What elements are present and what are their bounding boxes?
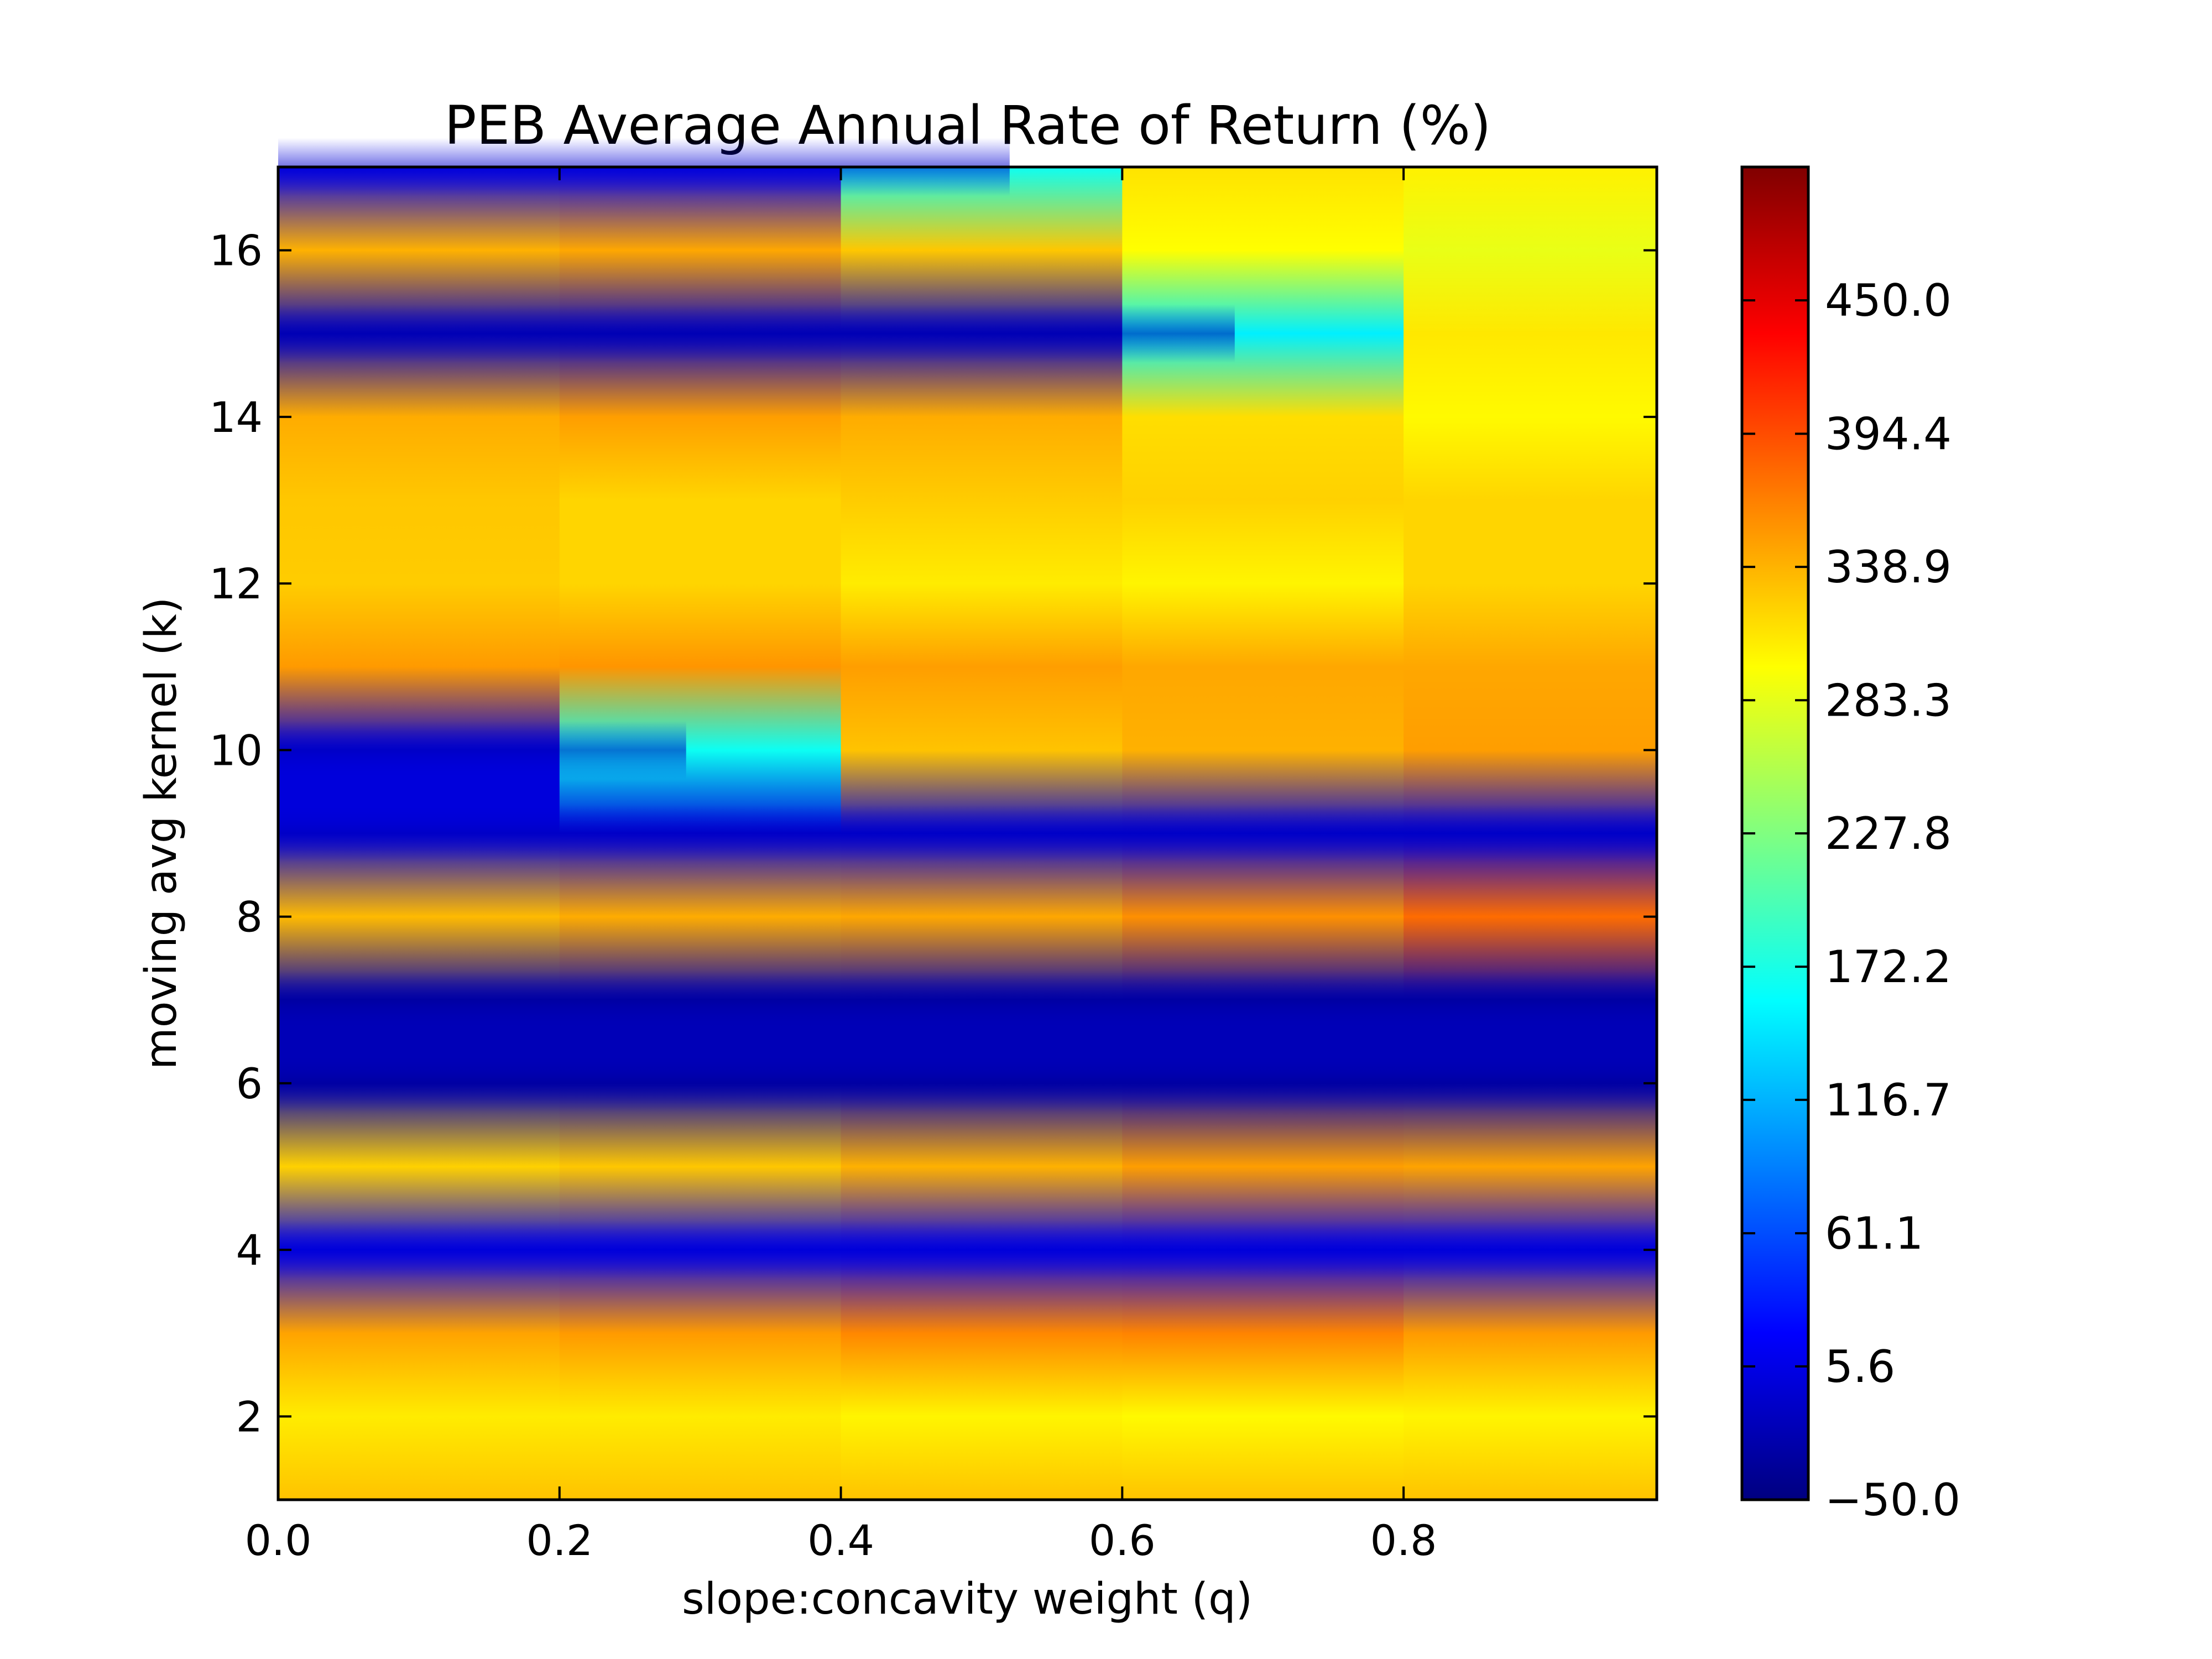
y-tick-label: 6: [236, 1059, 263, 1108]
y-axis: 2 4 6 8 10 12 14 16: [209, 226, 1657, 1441]
x-tick-label: 0.2: [526, 1516, 593, 1565]
x-tick-label: 0.6: [1089, 1516, 1156, 1565]
colorbar-tick-label: 450.0: [1825, 275, 1952, 326]
y-tick-label: 12: [209, 559, 263, 608]
heatmap-band: [278, 1220, 1657, 1279]
y-tick-label: 10: [209, 726, 263, 775]
colorbar-tick-label: 116.7: [1825, 1074, 1952, 1126]
plot-frame: [276, 165, 1658, 1501]
y-tick-label: 8: [236, 893, 263, 942]
x-axis: 0.0 0.2 0.4 0.6 0.8: [245, 167, 1437, 1565]
colorbar-tick-label: 283.3: [1825, 675, 1952, 726]
colorbar-tick-label: −50.0: [1825, 1474, 1960, 1526]
heatmap-plot: [278, 138, 1657, 1500]
colorbar-tick-label: 172.2: [1825, 941, 1952, 993]
colorbar-tick-label: 5.6: [1825, 1341, 1895, 1392]
heatmap-band: [278, 971, 1657, 1029]
x-tick-label: 0.4: [807, 1516, 874, 1565]
x-tick-label: 0.0: [245, 1516, 312, 1565]
colorbar: −50.0 5.6 61.1 116.7 172.2 227.8 283.3 338.9 394…: [1740, 165, 1960, 1526]
y-tick-label: 14: [209, 393, 263, 442]
heatmap-band: [278, 721, 686, 780]
y-tick-label: 16: [209, 226, 263, 275]
colorbar-tick-label: 227.8: [1825, 808, 1952, 859]
y-tick-label: 2: [236, 1392, 263, 1441]
heatmap-band: [278, 1054, 1657, 1113]
heatmap-band: [278, 804, 1657, 863]
x-axis-label: slope:concavity weight (q): [682, 1574, 1253, 1624]
heatmap-band: [278, 304, 1235, 363]
y-axis-label: moving avg kernel (k): [137, 597, 186, 1070]
colorbar-tick-label: 394.4: [1825, 408, 1952, 460]
colorbar-tick-label: 61.1: [1825, 1208, 1923, 1259]
colorbar-tick-label: 338.9: [1825, 541, 1952, 593]
x-tick-label: 0.8: [1370, 1516, 1437, 1565]
colorbar-ticks: −50.0 5.6 61.1 116.7 172.2 227.8 283.3 338.9 394…: [1742, 275, 1960, 1526]
y-tick-label: 4: [236, 1225, 263, 1275]
